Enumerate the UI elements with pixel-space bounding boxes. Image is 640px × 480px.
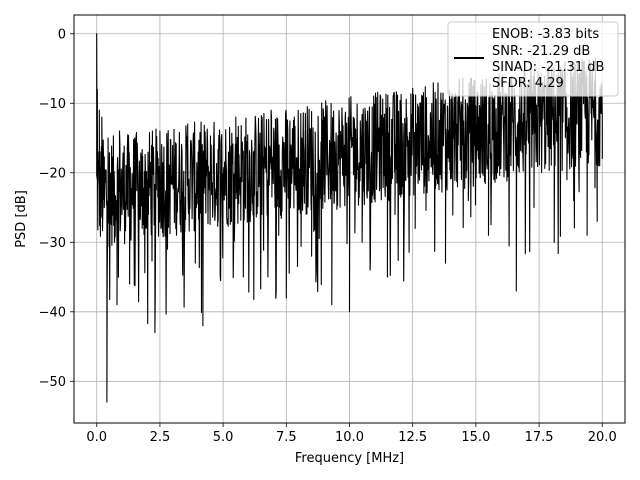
- x-tick-label: 15.0: [461, 430, 490, 445]
- x-tick-label: 7.5: [276, 430, 297, 445]
- x-tick-label: 12.5: [398, 430, 427, 445]
- y-tick-label: −40: [39, 305, 66, 320]
- y-tick-label: −20: [39, 166, 66, 181]
- psd-series-line: [96, 33, 603, 403]
- x-tick-label: 20.0: [588, 430, 617, 445]
- x-axis-label: Frequency [MHz]: [295, 451, 404, 466]
- y-tick-label: −30: [39, 236, 66, 251]
- x-tick-label: 2.5: [150, 430, 171, 445]
- series-layer: [96, 33, 603, 403]
- y-axis-label: PSD [dB]: [14, 190, 29, 248]
- x-tick-label: 5.0: [213, 430, 234, 445]
- y-tick-label: 0: [58, 27, 66, 42]
- legend-entry-sfdr: SFDR: 4.29: [492, 76, 564, 91]
- x-tick-label: 0.0: [86, 430, 107, 445]
- y-tick-label: −50: [39, 375, 66, 390]
- legend-box: [447, 21, 619, 97]
- y-tick-label: −10: [39, 97, 66, 112]
- x-axis-ticks: 0.0 2.5 5.0 7.5 10.0 12.5 15.0 17.5 20.0: [86, 423, 617, 445]
- x-tick-label: 17.5: [525, 430, 554, 445]
- legend-entry-enob: ENOB: -3.83 bits: [492, 27, 599, 42]
- legend: ENOB: -3.83 bits SNR: -21.29 dB SINAD: -…: [447, 21, 619, 97]
- legend-entry-snr: SNR: -21.29 dB: [492, 44, 590, 59]
- y-axis-ticks: 0 −10 −20 −30 −40 −50: [39, 27, 74, 390]
- legend-entry-sinad: SINAD: -21.31 dB: [492, 60, 604, 75]
- x-tick-label: 10.0: [335, 430, 364, 445]
